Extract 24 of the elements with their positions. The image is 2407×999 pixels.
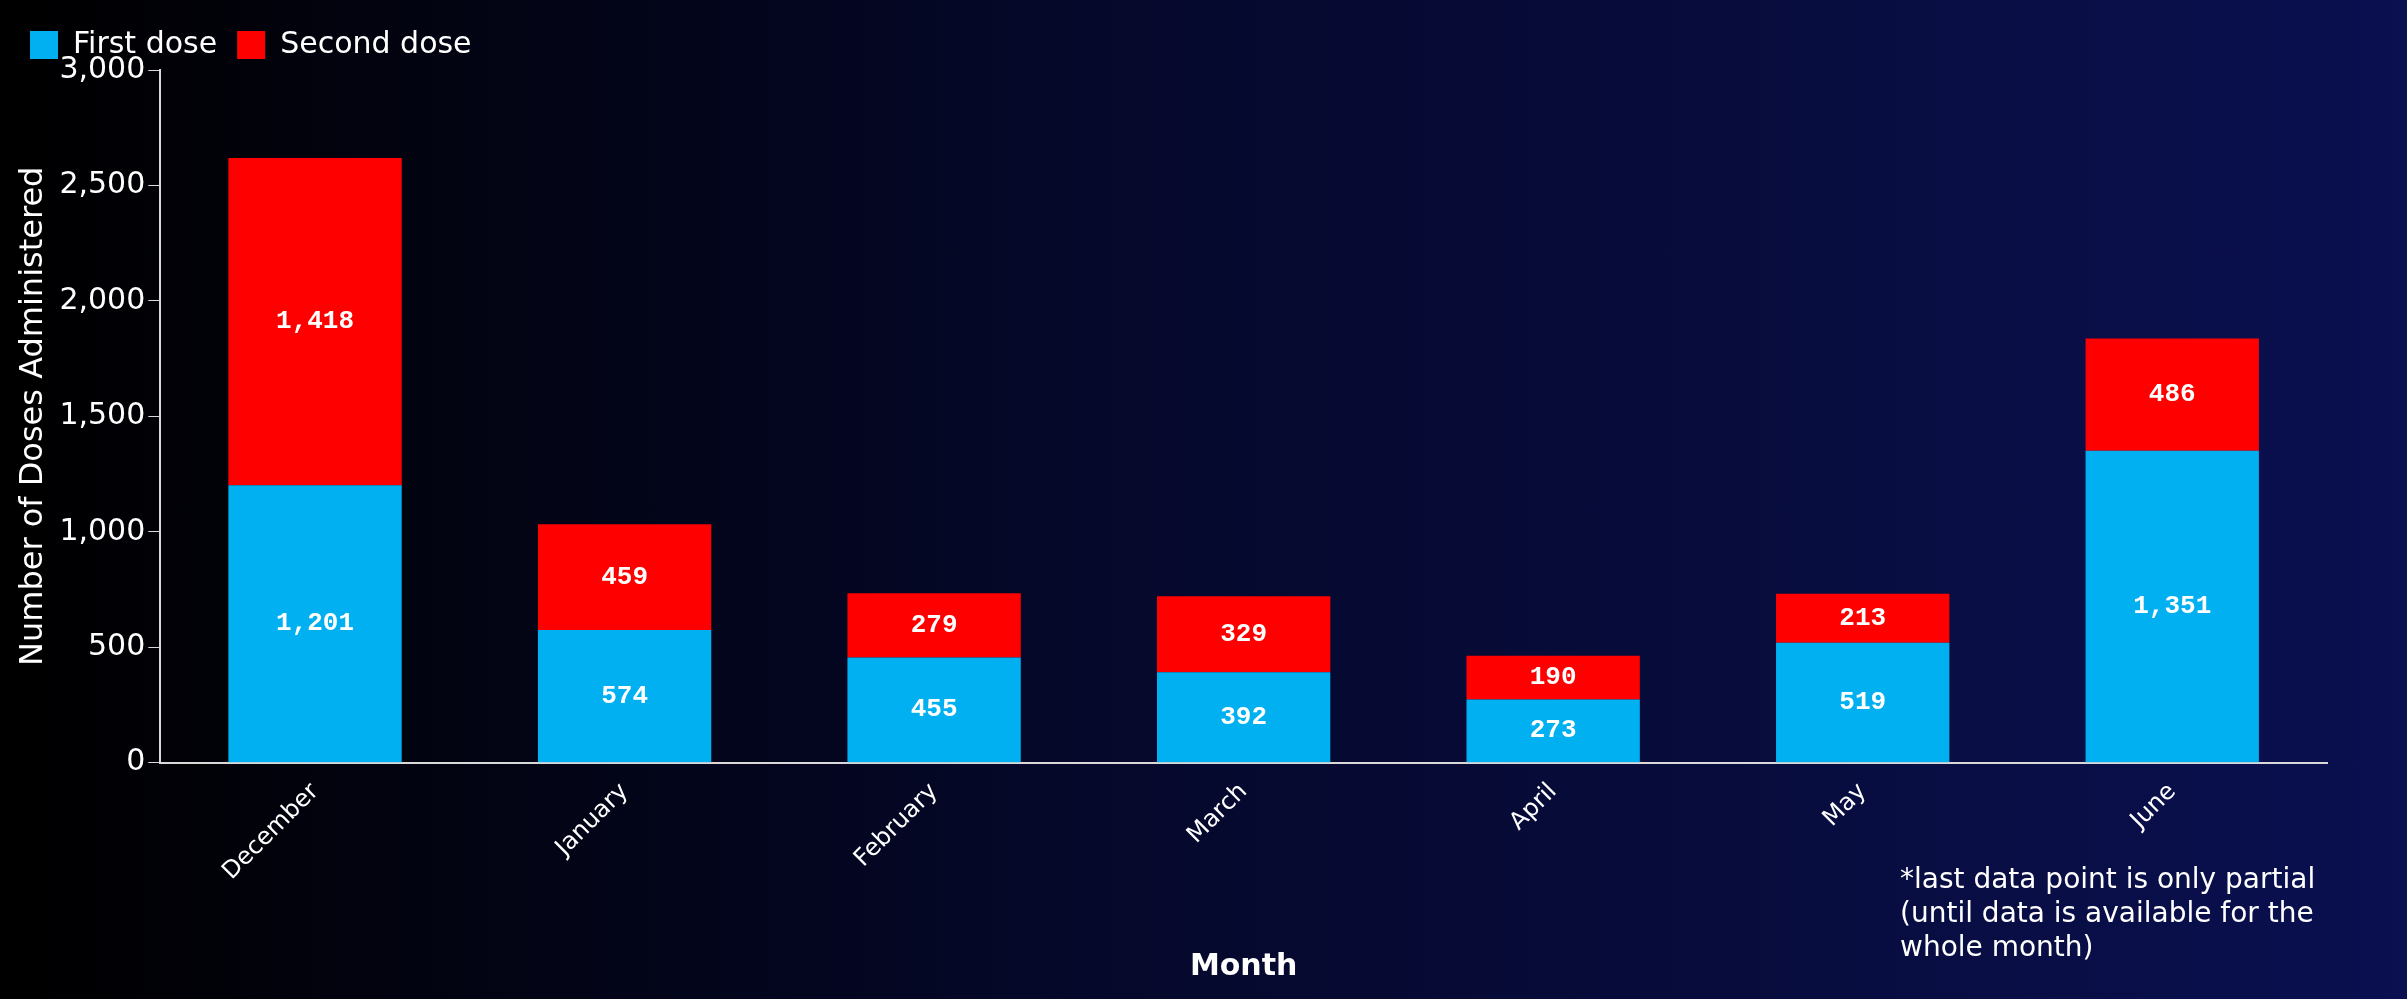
data-label: 1,351	[2133, 590, 2212, 621]
data-label: 455	[910, 694, 958, 725]
y-axis-title: Number of Doses Administered	[11, 166, 50, 667]
data-label: 392	[1220, 701, 1268, 732]
y-tick-label: 1,500	[59, 396, 146, 432]
y-tick-label: 500	[88, 626, 146, 662]
y-tick-label: 2,500	[59, 165, 146, 201]
data-label: 329	[1220, 618, 1268, 649]
data-label: 459	[601, 561, 648, 592]
data-label: 213	[1839, 602, 1887, 633]
text: *last data point is only partial (until data is available for the whole month)	[1900, 862, 2317, 964]
x-axis-title: Month	[1189, 946, 1298, 982]
y-tick-label: 2,000	[59, 280, 146, 316]
y-tick-label: 0	[126, 742, 146, 778]
data-label: 190	[1529, 662, 1577, 693]
legend-label: Second dose	[280, 24, 472, 60]
data-label: 519	[1839, 687, 1887, 718]
data-label: 279	[910, 609, 958, 640]
data-label: 486	[2148, 379, 2196, 410]
data-label: 1,201	[276, 608, 355, 639]
y-tick-label: 1,000	[59, 511, 146, 547]
data-label: 273	[1529, 715, 1577, 746]
data-label: 1,418	[276, 306, 355, 337]
data-label: 574	[601, 680, 648, 711]
